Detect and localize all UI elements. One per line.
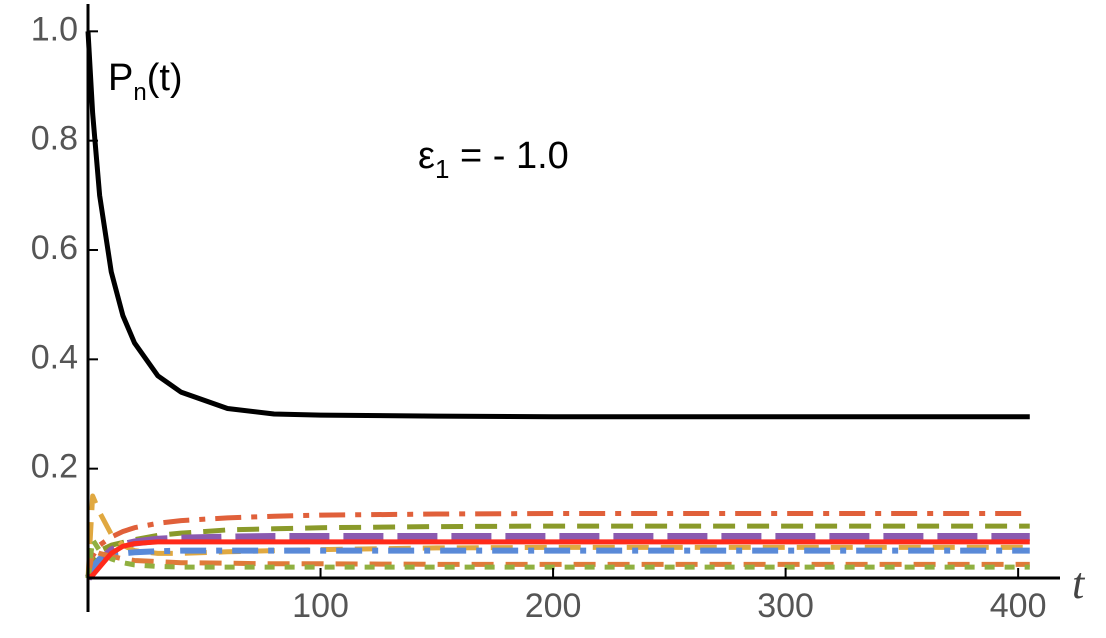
- series-line: [85, 547, 1030, 580]
- annotation-sub: 1: [435, 154, 449, 184]
- annotation: ε1 = - 1.0: [418, 135, 569, 184]
- y-label-base: P: [108, 57, 133, 99]
- series-line: [85, 493, 1030, 579]
- x-tick-label: 300: [757, 587, 814, 625]
- series-line: [84, 533, 1030, 581]
- y-tick-label: 1.0: [31, 10, 78, 48]
- y-axis-label: Pn(t): [108, 57, 183, 106]
- y-label-rest: (t): [147, 57, 183, 99]
- series-line: [85, 31, 1030, 420]
- x-tick-label: 400: [990, 587, 1047, 625]
- series-line: [85, 510, 1030, 579]
- series-line: [85, 537, 1030, 579]
- series-line: [85, 548, 1030, 579]
- series-line: [85, 523, 1030, 579]
- x-axis-label: t: [1072, 559, 1086, 608]
- y-tick-label: 0.8: [31, 120, 78, 158]
- series-line: [86, 539, 1030, 581]
- annotation-rest: = - 1.0: [449, 135, 568, 177]
- y-tick-label: 0.6: [31, 229, 78, 267]
- annotation-symbol: ε: [418, 135, 435, 177]
- y-tick-label: 0.4: [31, 338, 78, 376]
- x-tick-label: 100: [292, 587, 349, 625]
- y-tick-label: 0.2: [31, 448, 78, 486]
- y-label-sub: n: [133, 79, 146, 106]
- x-tick-label: 200: [525, 587, 582, 625]
